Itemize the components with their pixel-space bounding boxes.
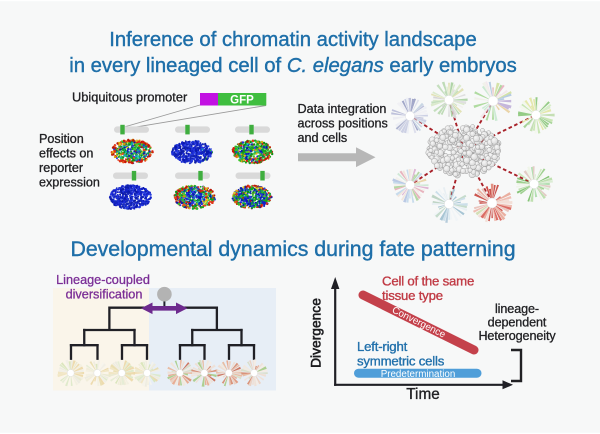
svg-text:diversification: diversification <box>66 288 143 302</box>
svg-text:expression: expression <box>39 176 100 190</box>
svg-text:Lineage-coupled: Lineage-coupled <box>56 273 150 287</box>
svg-text:GFP: GFP <box>230 95 254 107</box>
svg-text:in every lineaged cell of C. e: in every lineaged cell of C. elegans ear… <box>69 55 517 77</box>
svg-text:tissue type: tissue type <box>382 288 443 303</box>
svg-text:Left-right: Left-right <box>357 339 408 354</box>
svg-text:Ubiquitous promoter: Ubiquitous promoter <box>72 90 188 105</box>
svg-text:Heterogeneity: Heterogeneity <box>478 329 556 343</box>
svg-text:reporter: reporter <box>39 161 83 175</box>
svg-text:Predetermination: Predetermination <box>381 369 456 380</box>
svg-text:dependent: dependent <box>488 316 547 330</box>
svg-text:effects on: effects on <box>39 147 93 161</box>
svg-text:Developmental dynamics during: Developmental dynamics during fate patte… <box>70 237 515 261</box>
svg-text:across positions: across positions <box>298 117 388 131</box>
svg-text:Inference of chromatin activit: Inference of chromatin activity landscap… <box>109 29 477 51</box>
svg-text:symmetric cells: symmetric cells <box>357 354 445 369</box>
svg-text:Time: Time <box>406 386 439 403</box>
svg-text:lineage-: lineage- <box>495 302 539 316</box>
svg-text:Position: Position <box>39 132 84 146</box>
svg-text:and cells: and cells <box>298 131 348 145</box>
svg-text:Cell of the same: Cell of the same <box>382 274 474 289</box>
svg-text:Data integration: Data integration <box>298 102 387 116</box>
svg-text:Divergence: Divergence <box>309 298 324 368</box>
